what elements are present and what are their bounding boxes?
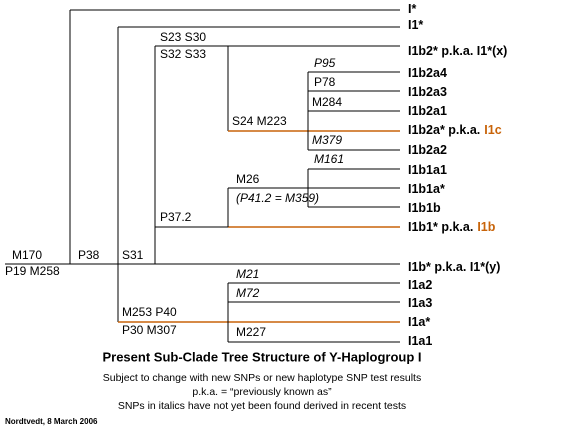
caption-line: p.k.a. = “previously known as”: [192, 386, 332, 398]
leaf-name: I1b1a*: [408, 182, 445, 196]
snp-label: M170: [12, 248, 42, 262]
leaf-label: I1a2: [408, 278, 432, 292]
snp-label: P19 M258: [5, 264, 60, 278]
branches: [5, 9, 400, 343]
snp-label: M284: [312, 95, 342, 109]
leaf-name: I1*: [408, 18, 423, 32]
leaf-label: I1a1: [408, 334, 432, 348]
leaf-label: I1b1a*: [408, 182, 445, 196]
snp-labels: M170 P19 M258 P38 S31 S23 S30 S32 S33 P95 P78 M2…: [5, 30, 344, 339]
snp-label: P95: [314, 56, 336, 70]
leaf-label: I1b2a* p.k.a. I1c: [408, 123, 502, 137]
leaf-name: I1a*: [408, 315, 430, 329]
snp-label: P78: [314, 75, 336, 89]
snp-label: M379: [312, 133, 342, 147]
leaf-name: I1b2a* p.k.a.: [408, 123, 480, 137]
leaf-label: I1b1* p.k.a. I1b: [408, 220, 496, 234]
snp-label: S31: [122, 248, 144, 262]
leaf-label: I1b2a3: [408, 85, 447, 99]
caption-title: Present Sub-Clade Tree Structure of Y-Ha…: [102, 349, 421, 364]
credit: Nordtvedt, 8 March 2006: [5, 417, 98, 426]
snp-label: P30 M307: [122, 323, 177, 337]
snp-label: M26: [236, 172, 260, 186]
snp-label: M253 P40: [122, 305, 177, 319]
leaf-name: I1b1* p.k.a.: [408, 220, 473, 234]
snp-label: S24 M223: [232, 114, 287, 128]
leaf-label: I1b1a1: [408, 163, 447, 177]
leaf-label: I1b1b: [408, 201, 441, 215]
caption-line: SNPs in italics have not yet been found …: [118, 400, 406, 412]
leaf-label: I*: [408, 2, 416, 16]
snp-label: M227: [236, 325, 266, 339]
leaf-name: I1a3: [408, 296, 432, 310]
snp-label: S23 S30: [160, 30, 206, 44]
leaf-label: I1a3: [408, 296, 432, 310]
leaf-label: I1b* p.k.a. I1*(y): [408, 260, 500, 274]
leaf-label: I1b2a4: [408, 66, 447, 80]
leaf-name: I1b2a2: [408, 143, 447, 157]
leaf-labels: I* I1* I1b2* p.k.a. I1*(x) I1b2a4 I1b2a3 I1b2…: [408, 2, 507, 348]
snp-label: M72: [236, 286, 260, 300]
leaf-label: I1b2* p.k.a. I1*(x): [408, 44, 507, 58]
leaf-label: I1b2a2: [408, 143, 447, 157]
leaf-name: I1b1b: [408, 201, 441, 215]
leaf-name: I1b1a1: [408, 163, 447, 177]
snp-label: M161: [314, 152, 344, 166]
leaf-label: I1*: [408, 18, 423, 32]
leaf-label: I1b2a1: [408, 104, 447, 118]
leaf-name: I1a1: [408, 334, 432, 348]
leaf-name: I1b2a3: [408, 85, 447, 99]
snp-label: P37.2: [160, 210, 192, 224]
leaf-name: I1b2* p.k.a. I1*(x): [408, 44, 507, 58]
leaf-name: I1b2a4: [408, 66, 447, 80]
leaf-label: I1a*: [408, 315, 430, 329]
snp-label: S32 S33: [160, 47, 206, 61]
leaf-name: I1b2a1: [408, 104, 447, 118]
leaf-name: I*: [408, 2, 416, 16]
leaf-name: I1b* p.k.a. I1*(y): [408, 260, 500, 274]
snp-label: (P41.2 = M359): [236, 191, 319, 205]
leaf-name: I1a2: [408, 278, 432, 292]
leaf-old-name: I1c: [484, 123, 501, 137]
leaf-old-name: I1b: [477, 220, 495, 234]
snp-label: P38: [78, 248, 100, 262]
caption-line: Subject to change with new SNPs or new h…: [103, 372, 421, 384]
snp-label: M21: [236, 267, 259, 281]
